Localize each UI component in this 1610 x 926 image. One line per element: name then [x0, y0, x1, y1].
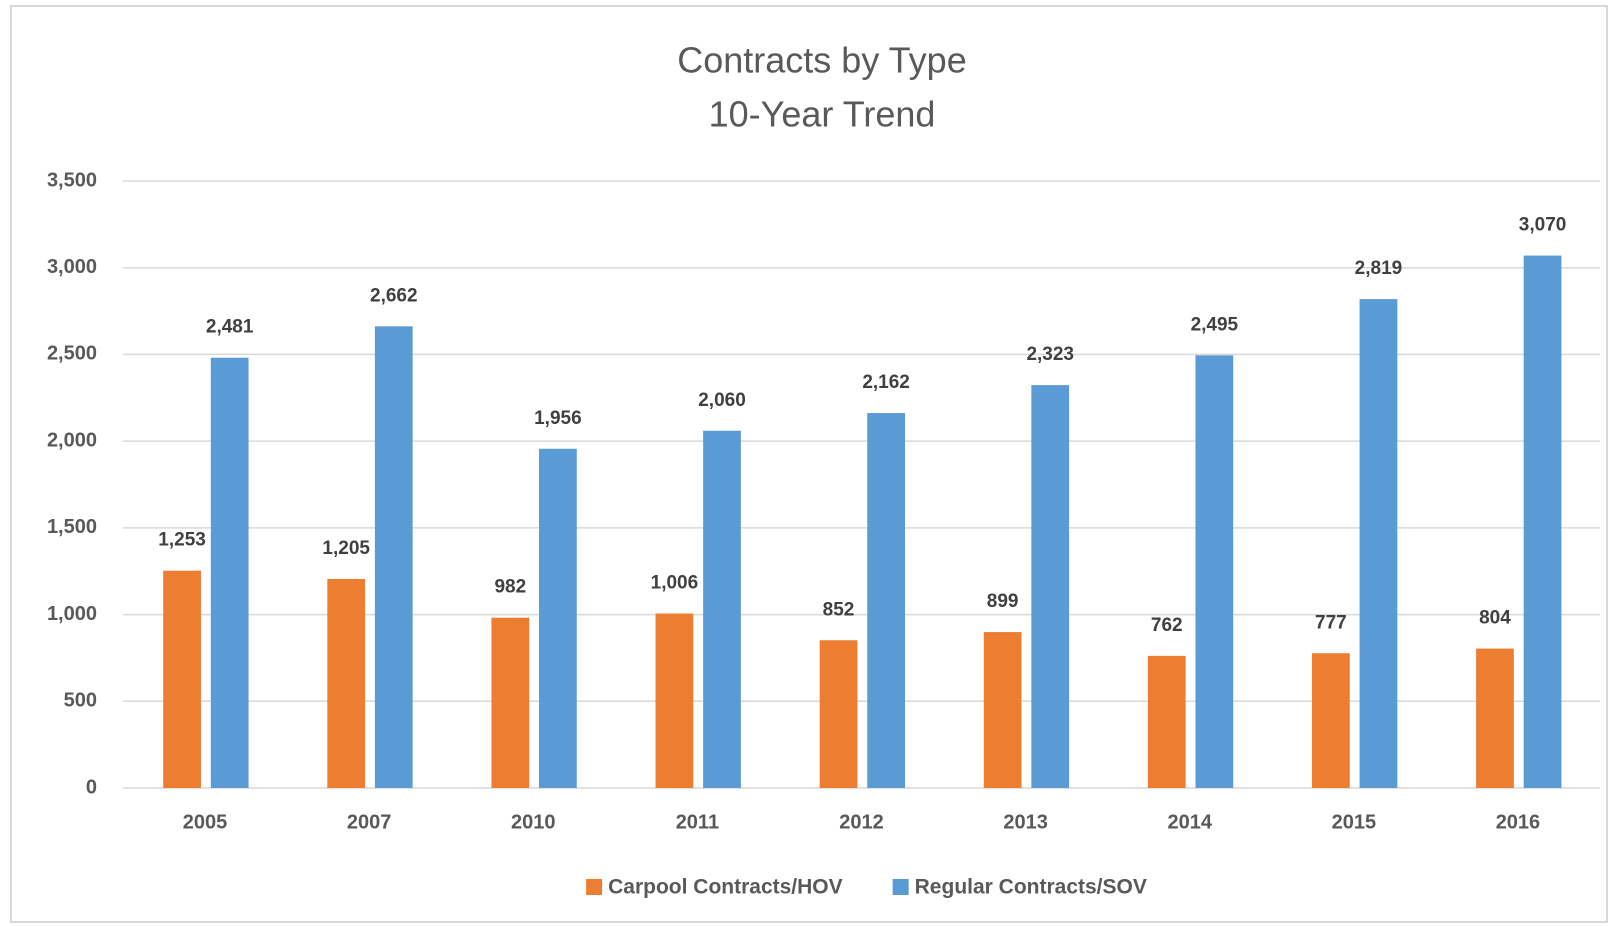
- data-label: 1,205: [322, 538, 370, 559]
- bar: [1311, 653, 1350, 788]
- data-label: 762: [1151, 615, 1183, 636]
- data-label: 1,006: [651, 573, 699, 594]
- x-tick-label: 2005: [183, 811, 228, 833]
- legend-swatch: [892, 879, 909, 895]
- chart-title: Contracts by Type: [677, 40, 966, 81]
- x-tick-label: 2007: [347, 811, 392, 833]
- data-label: 1,956: [534, 408, 582, 429]
- y-tick-label: 1,000: [47, 603, 97, 625]
- y-tick-label: 2,000: [47, 429, 97, 451]
- x-tick-label: 2010: [511, 811, 556, 833]
- data-label: 2,162: [862, 372, 910, 393]
- y-tick-label: 2,500: [47, 343, 97, 365]
- bar: [1359, 299, 1398, 788]
- bar: [819, 640, 858, 788]
- y-tick-label: 500: [64, 690, 97, 712]
- data-label: 899: [987, 591, 1019, 612]
- data-label: 1,253: [158, 530, 206, 551]
- chart-subtitle: 10-Year Trend: [709, 94, 936, 135]
- x-tick-label: 2015: [1332, 811, 1377, 833]
- bar: [1031, 385, 1070, 788]
- legend-swatch: [586, 879, 603, 895]
- data-label: 3,070: [1519, 215, 1567, 236]
- bar: [327, 579, 366, 788]
- data-label: 2,060: [698, 390, 746, 411]
- bar: [1476, 648, 1514, 788]
- x-tick-label: 2011: [676, 811, 719, 833]
- y-tick-label: 1,500: [47, 516, 97, 538]
- data-label: 2,819: [1355, 258, 1403, 279]
- x-tick-label: 2014: [1167, 811, 1212, 833]
- bar: [1195, 355, 1234, 788]
- x-tick-label: 2016: [1496, 811, 1541, 833]
- legend-label: Regular Contracts/SOV: [915, 876, 1147, 899]
- data-label: 852: [823, 599, 855, 620]
- bar: [1523, 255, 1562, 788]
- y-tick-label: 3,500: [47, 169, 97, 191]
- x-tick-label: 2013: [1003, 811, 1048, 833]
- bar: [539, 448, 577, 788]
- bar: [983, 632, 1022, 788]
- x-tick-label: 2012: [839, 811, 884, 833]
- data-label: 777: [1315, 612, 1347, 633]
- bar: [867, 413, 905, 788]
- data-label: 2,481: [206, 317, 254, 338]
- y-tick-label: 3,000: [47, 256, 97, 278]
- y-tick-label: 0: [86, 776, 97, 798]
- data-label: 982: [494, 577, 526, 598]
- bar: [491, 617, 530, 788]
- bar: [163, 570, 201, 788]
- bar: [703, 430, 741, 788]
- legend-label: Carpool Contracts/HOV: [608, 876, 843, 899]
- bar: [210, 357, 249, 788]
- data-label: 804: [1479, 608, 1511, 629]
- bar: [655, 613, 694, 788]
- data-label: 2,323: [1026, 344, 1074, 365]
- bar: [374, 326, 413, 788]
- bar: [1147, 655, 1186, 788]
- data-label: 2,662: [370, 285, 418, 306]
- data-label: 2,495: [1191, 314, 1239, 335]
